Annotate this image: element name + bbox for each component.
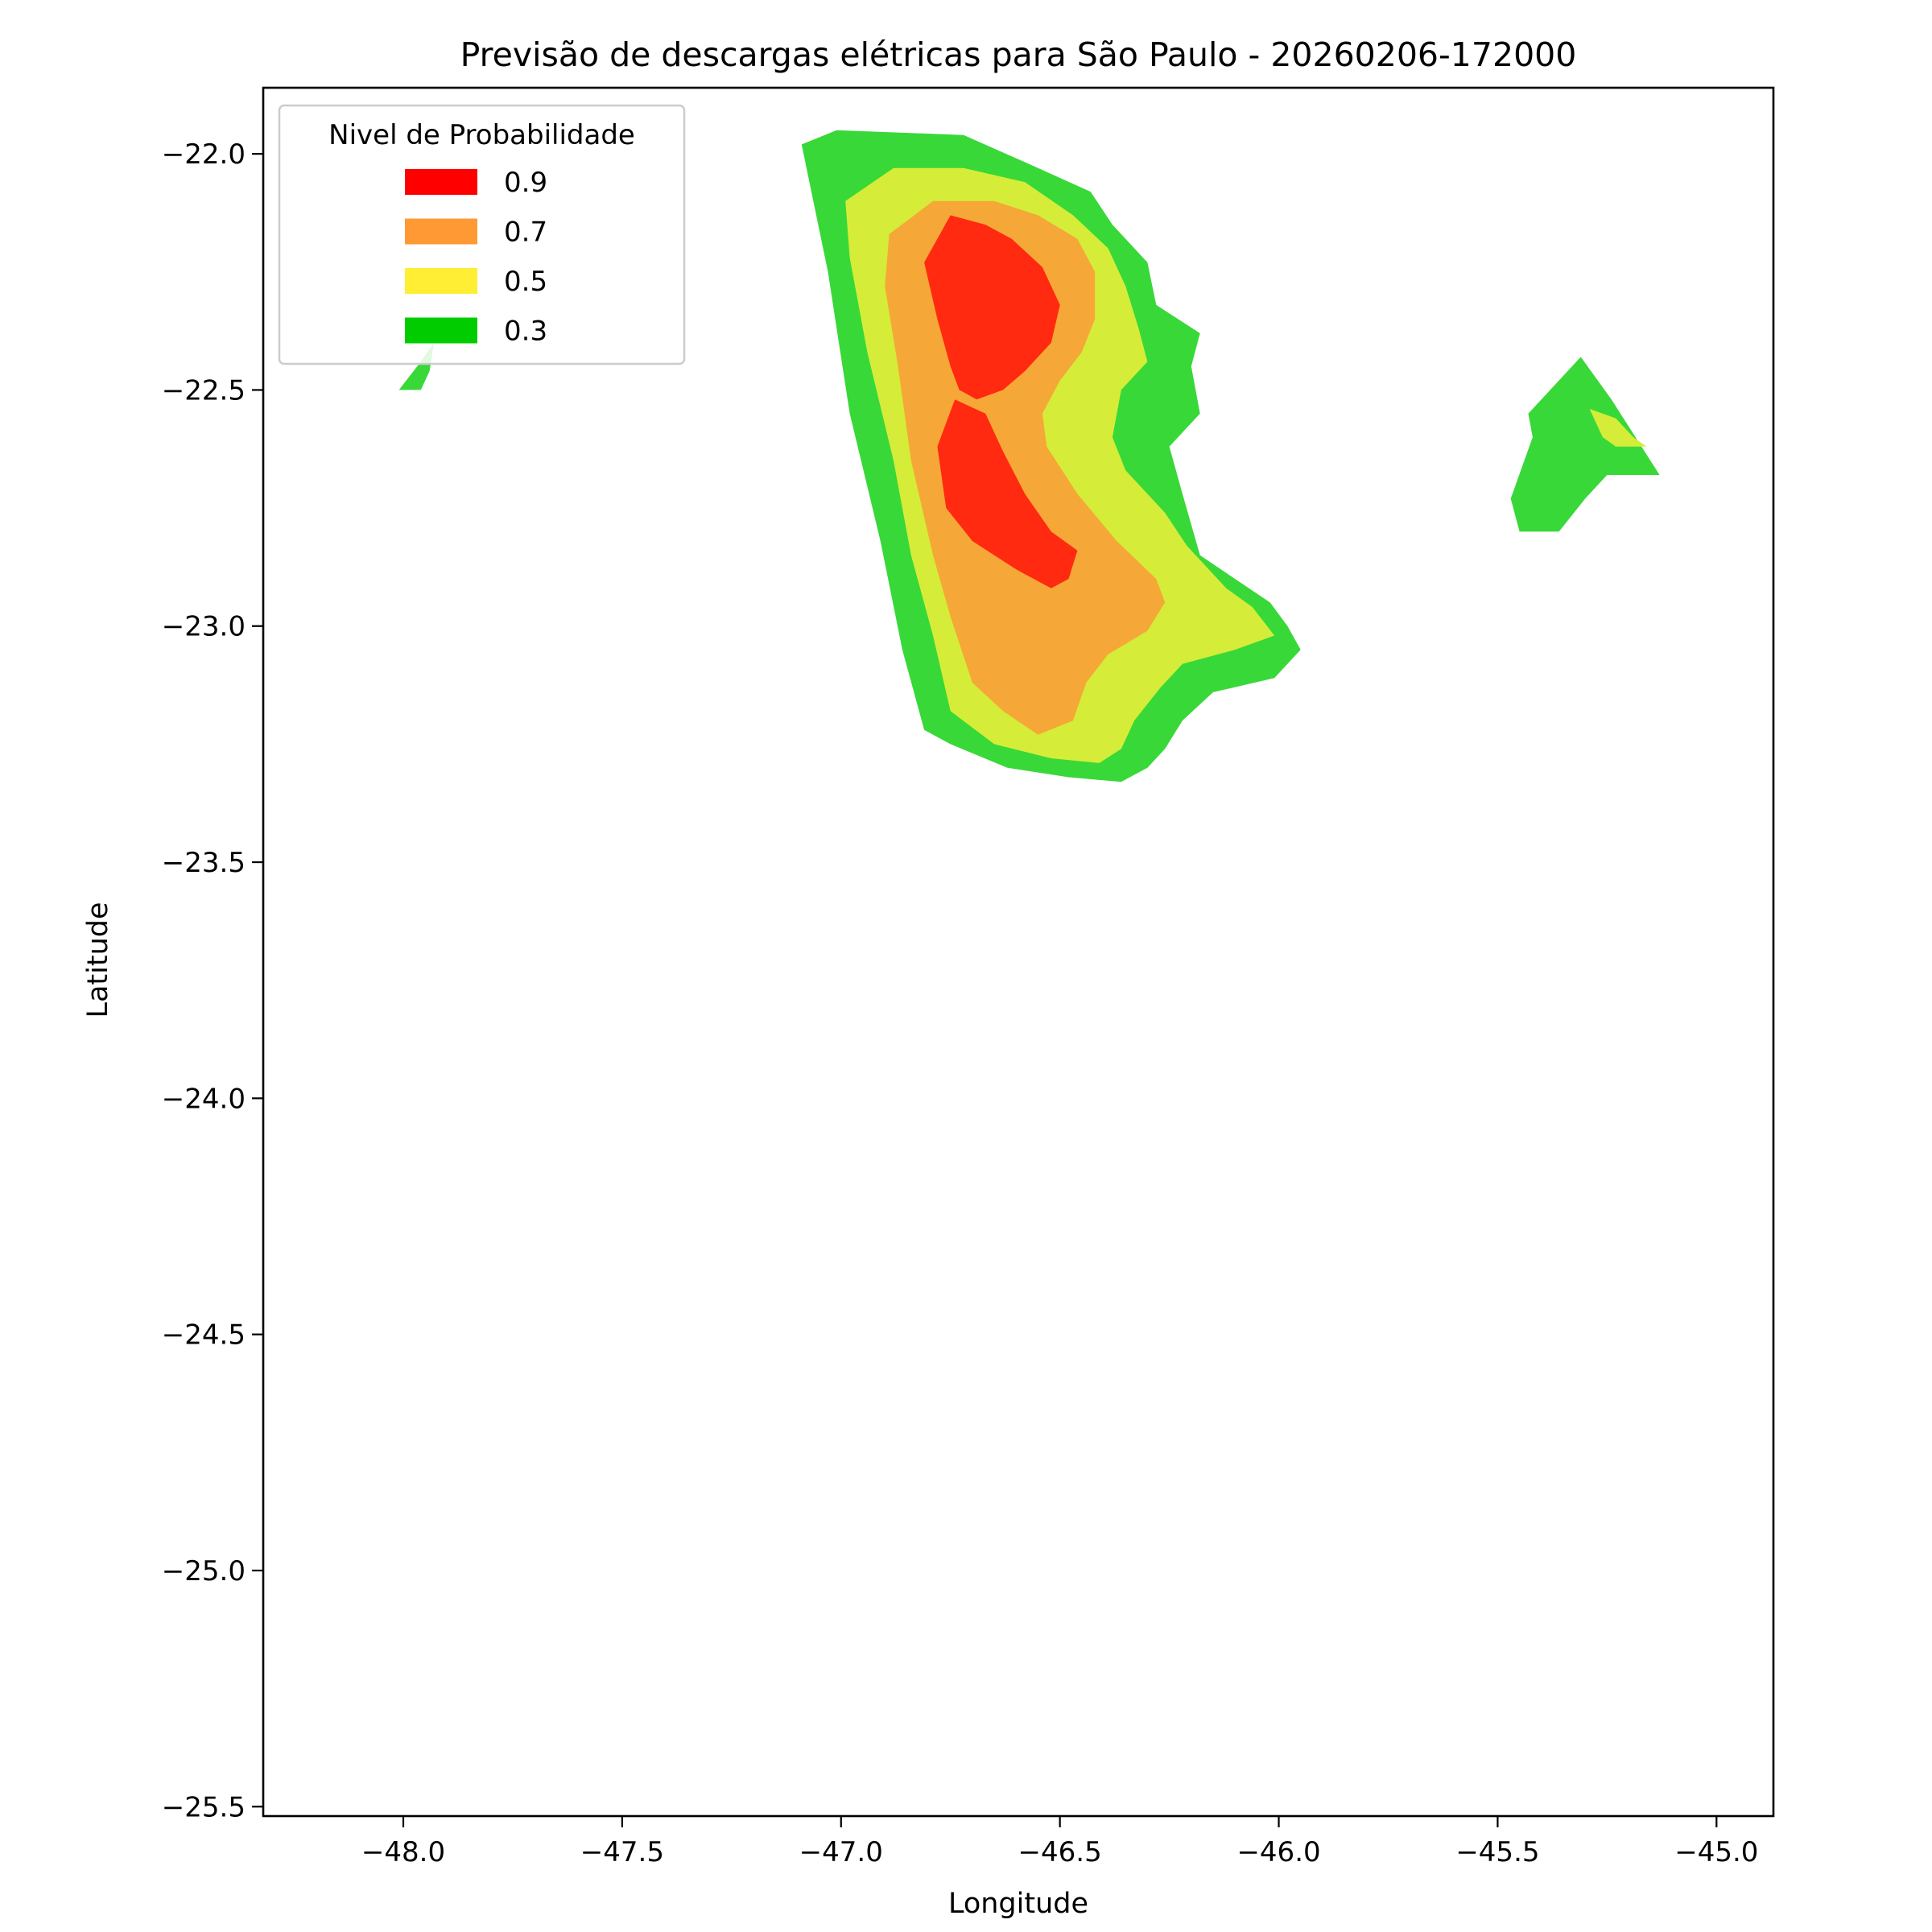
x-axis: −48.0 −47.5 −47.0 −46.5 −46.0 −45.5 −45.0 bbox=[361, 1816, 1758, 1868]
y-tick-label: −23.5 bbox=[162, 847, 246, 879]
y-tick-label: −22.0 bbox=[162, 138, 246, 171]
contour-region-0-3 bbox=[1510, 357, 1660, 532]
x-tick-label: −47.5 bbox=[580, 1836, 664, 1868]
legend-swatch bbox=[405, 268, 477, 294]
x-tick-label: −45.5 bbox=[1455, 1836, 1539, 1868]
x-tick-label: −48.0 bbox=[361, 1836, 445, 1868]
x-tick-label: −46.0 bbox=[1236, 1836, 1320, 1868]
plot-area-frame bbox=[262, 86, 1775, 1818]
legend-swatch bbox=[405, 169, 477, 195]
legend: Nivel de Probabilidade 0.9 0.7 0.5 0.3 bbox=[278, 104, 686, 365]
y-axis-label: Latitude bbox=[82, 902, 114, 1018]
y-tick-label: −24.5 bbox=[162, 1319, 246, 1352]
y-tick-label: −25.5 bbox=[162, 1791, 246, 1823]
contour-region-0-5 bbox=[1589, 408, 1647, 447]
y-axis: −22.0 −22.5 −23.0 −23.5 −24.0 −24.5 −25.0 −25.5 bbox=[162, 138, 263, 1823]
contour-regions bbox=[398, 130, 1660, 782]
y-tick-label: −24.0 bbox=[162, 1083, 246, 1115]
legend-entry-label: 0.9 bbox=[504, 167, 547, 199]
chart-title: Previsão de descargas elétricas para São… bbox=[460, 35, 1577, 74]
x-tick-label: −45.0 bbox=[1674, 1836, 1758, 1868]
y-tick-label: −22.5 bbox=[162, 374, 246, 407]
y-tick-label: −25.0 bbox=[162, 1555, 246, 1587]
x-axis-label: Longitude bbox=[948, 1888, 1088, 1920]
contour-region-0-9 bbox=[924, 215, 1060, 400]
legend-swatch bbox=[405, 218, 477, 245]
legend-swatch bbox=[405, 317, 477, 344]
legend-entry-label: 0.7 bbox=[504, 217, 547, 249]
contour-region-0-9 bbox=[937, 399, 1078, 588]
legend-entry-label: 0.5 bbox=[504, 266, 547, 298]
x-tick-label: −46.5 bbox=[1018, 1836, 1102, 1868]
y-tick-label: −23.0 bbox=[162, 611, 246, 643]
legend-title: Nivel de Probabilidade bbox=[328, 119, 635, 151]
x-tick-label: −47.0 bbox=[799, 1836, 883, 1868]
legend-entry-label: 0.3 bbox=[504, 316, 547, 348]
contour-region-0-3 bbox=[398, 342, 435, 390]
legend-box bbox=[278, 104, 686, 365]
legend-entries: 0.9 0.7 0.5 0.3 bbox=[405, 167, 547, 348]
